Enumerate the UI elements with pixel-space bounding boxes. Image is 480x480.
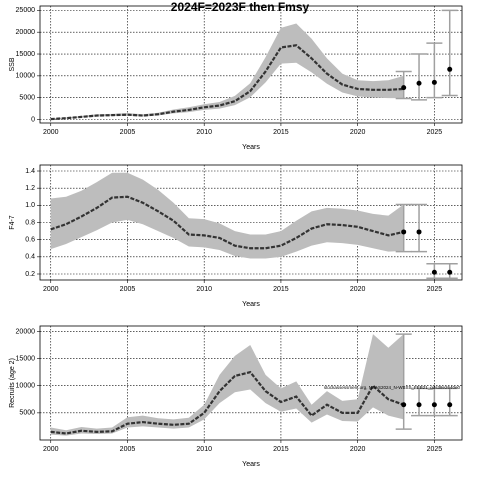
y-tick-label: 0.8 bbox=[25, 219, 35, 226]
forecast-point bbox=[431, 269, 437, 275]
y-tick-label: 1.0 bbox=[25, 202, 35, 209]
y-axis-label: SSB bbox=[9, 57, 16, 71]
y-tick-label: 0.2 bbox=[25, 271, 35, 278]
y-axis-label: Recruits (age 2) bbox=[9, 358, 16, 408]
forecast-point bbox=[416, 229, 422, 235]
x-tick-label: 2025 bbox=[427, 446, 443, 453]
forecast-point bbox=[401, 229, 407, 235]
y-tick-label: 25000 bbox=[16, 7, 36, 14]
x-tick-label: 2010 bbox=[196, 129, 212, 136]
plot-frame bbox=[39, 164, 463, 281]
forecast-point bbox=[431, 79, 437, 85]
forecast-point bbox=[401, 85, 407, 91]
y-tick-label: 5000 bbox=[19, 95, 35, 102]
x-tick-label: 2010 bbox=[196, 286, 212, 293]
y-tick-label: 15000 bbox=[16, 355, 36, 362]
x-axis-label: Years bbox=[242, 144, 260, 151]
y-tick-label: 1.4 bbox=[25, 168, 35, 175]
x-tick-label: 2010 bbox=[196, 446, 212, 453]
y-tick-label: 20000 bbox=[16, 328, 36, 335]
plot-frame bbox=[39, 5, 463, 124]
x-tick-label: 2005 bbox=[120, 446, 136, 453]
x-tick-label: 2015 bbox=[273, 286, 289, 293]
forecast-point bbox=[447, 402, 453, 408]
x-tick-label: 2005 bbox=[120, 286, 136, 293]
x-axis-label: Years bbox=[242, 461, 260, 468]
y-tick-label: 10000 bbox=[16, 383, 36, 390]
x-tick-label: 2015 bbox=[273, 446, 289, 453]
forecast-point bbox=[447, 66, 453, 72]
estimate-line bbox=[50, 44, 404, 121]
x-tick-label: 2000 bbox=[43, 286, 59, 293]
forecast-point bbox=[431, 402, 437, 408]
x-tick-label: 2000 bbox=[43, 446, 59, 453]
y-tick-label: 0.6 bbox=[25, 237, 35, 244]
forecast-point bbox=[416, 80, 422, 86]
x-tick-label: 2025 bbox=[427, 129, 443, 136]
x-tick-label: 2025 bbox=[427, 286, 443, 293]
y-tick-label: 0 bbox=[31, 116, 35, 123]
forecast-point bbox=[447, 269, 453, 275]
chart-title: 2024F=2023F then Fmsy bbox=[171, 0, 310, 14]
x-axis-label: Years bbox=[242, 301, 260, 308]
y-tick-label: 15000 bbox=[16, 51, 36, 58]
confidence-band bbox=[50, 172, 404, 259]
confidence-band bbox=[50, 23, 404, 120]
x-tick-label: 2020 bbox=[350, 446, 366, 453]
y-tick-label: 5000 bbox=[19, 410, 35, 417]
y-tick-label: 0.4 bbox=[25, 254, 35, 261]
x-tick-label: 2005 bbox=[120, 129, 136, 136]
x-tick-label: 2020 bbox=[350, 286, 366, 293]
y-axis-label: F4-7 bbox=[9, 215, 16, 230]
x-tick-label: 2015 bbox=[273, 129, 289, 136]
forecast-point bbox=[416, 402, 422, 408]
x-tick-label: 2020 bbox=[350, 129, 366, 136]
y-tick-label: 20000 bbox=[16, 29, 36, 36]
x-tick-label: 2000 bbox=[43, 129, 59, 136]
forecast-point bbox=[401, 402, 407, 408]
annotation: stockassessment.org, NSAS2024_N-WBSS_FEB… bbox=[324, 385, 461, 390]
y-tick-label: 1.2 bbox=[25, 185, 35, 192]
y-tick-label: 10000 bbox=[16, 73, 36, 80]
estimate-line bbox=[50, 195, 404, 250]
plot-frame bbox=[39, 325, 463, 441]
